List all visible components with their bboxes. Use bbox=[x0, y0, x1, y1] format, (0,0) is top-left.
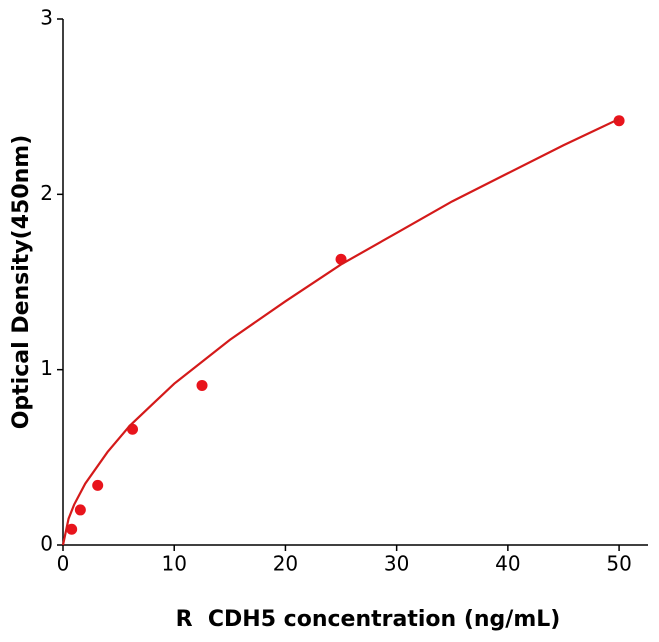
data-point bbox=[66, 523, 78, 535]
x-tick-label: 10 bbox=[161, 552, 186, 576]
y-tick-label: 1 bbox=[40, 356, 53, 380]
data-point bbox=[196, 379, 208, 391]
x-tick-label: 20 bbox=[273, 552, 298, 576]
x-tick-label: 40 bbox=[495, 552, 520, 576]
x-tick-label: 30 bbox=[384, 552, 409, 576]
y-tick-label: 0 bbox=[40, 532, 53, 556]
y-tick-label: 3 bbox=[40, 6, 53, 30]
y-axis-label: Optical Density(450nm) bbox=[9, 135, 34, 430]
x-tick-label: 0 bbox=[57, 552, 70, 576]
y-tick-label: 2 bbox=[40, 181, 53, 205]
x-tick-label: 50 bbox=[606, 552, 631, 576]
data-point bbox=[92, 479, 104, 491]
data-point bbox=[74, 504, 86, 516]
x-axis-label: R CDH5 concentration (ng/mL) bbox=[176, 607, 561, 632]
fit-curve bbox=[61, 117, 620, 546]
data-point bbox=[613, 115, 625, 127]
